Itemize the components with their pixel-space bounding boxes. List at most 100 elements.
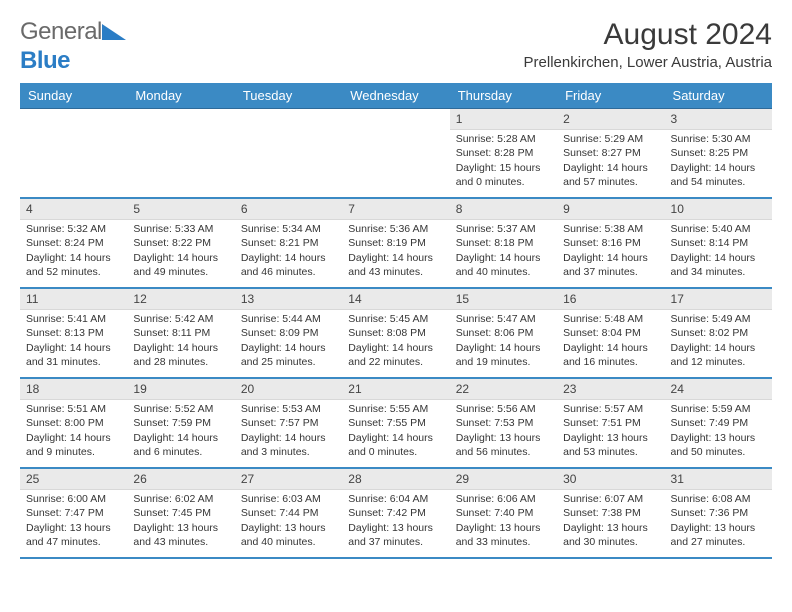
day-details: Sunrise: 5:40 AMSunset: 8:14 PMDaylight:…: [665, 220, 772, 283]
sunrise-text: Sunrise: 6:08 AM: [671, 492, 766, 506]
day-details: Sunrise: 6:07 AMSunset: 7:38 PMDaylight:…: [557, 490, 664, 553]
sunset-text: Sunset: 8:19 PM: [348, 236, 443, 250]
sunset-text: Sunset: 8:18 PM: [456, 236, 551, 250]
calendar-cell: 11Sunrise: 5:41 AMSunset: 8:13 PMDayligh…: [20, 289, 127, 377]
sunrise-text: Sunrise: 5:34 AM: [241, 222, 336, 236]
calendar-row: 1Sunrise: 5:28 AMSunset: 8:28 PMDaylight…: [20, 109, 772, 199]
day-details: Sunrise: 6:02 AMSunset: 7:45 PMDaylight:…: [127, 490, 234, 553]
daylight-line1: Daylight: 14 hours: [456, 251, 551, 265]
sunset-text: Sunset: 7:57 PM: [241, 416, 336, 430]
sunset-text: Sunset: 8:04 PM: [563, 326, 658, 340]
weekday-header-cell: Saturday: [665, 83, 772, 108]
daylight-line1: Daylight: 14 hours: [671, 251, 766, 265]
daylight-line1: Daylight: 14 hours: [26, 251, 121, 265]
calendar-cell: 17Sunrise: 5:49 AMSunset: 8:02 PMDayligh…: [665, 289, 772, 377]
calendar-cell: 27Sunrise: 6:03 AMSunset: 7:44 PMDayligh…: [235, 469, 342, 557]
sunset-text: Sunset: 8:28 PM: [456, 146, 551, 160]
daylight-line2: and 33 minutes.: [456, 535, 551, 549]
daylight-line1: Daylight: 14 hours: [133, 341, 228, 355]
month-title: August 2024: [524, 18, 772, 52]
calendar-cell: 21Sunrise: 5:55 AMSunset: 7:55 PMDayligh…: [342, 379, 449, 467]
calendar-cell: 8Sunrise: 5:37 AMSunset: 8:18 PMDaylight…: [450, 199, 557, 287]
day-number: 7: [342, 199, 449, 220]
daylight-line2: and 34 minutes.: [671, 265, 766, 279]
sunset-text: Sunset: 7:55 PM: [348, 416, 443, 430]
sunrise-text: Sunrise: 6:06 AM: [456, 492, 551, 506]
daylight-line2: and 43 minutes.: [133, 535, 228, 549]
day-details: Sunrise: 5:56 AMSunset: 7:53 PMDaylight:…: [450, 400, 557, 463]
sunrise-text: Sunrise: 5:40 AM: [671, 222, 766, 236]
sunrise-text: Sunrise: 5:41 AM: [26, 312, 121, 326]
sunrise-text: Sunrise: 5:38 AM: [563, 222, 658, 236]
calendar-cell: 15Sunrise: 5:47 AMSunset: 8:06 PMDayligh…: [450, 289, 557, 377]
day-details: Sunrise: 6:08 AMSunset: 7:36 PMDaylight:…: [665, 490, 772, 553]
sunset-text: Sunset: 8:00 PM: [26, 416, 121, 430]
sunset-text: Sunset: 7:44 PM: [241, 506, 336, 520]
day-number: 8: [450, 199, 557, 220]
daylight-line2: and 22 minutes.: [348, 355, 443, 369]
day-number: 3: [665, 109, 772, 130]
day-details: Sunrise: 5:28 AMSunset: 8:28 PMDaylight:…: [450, 130, 557, 193]
sunset-text: Sunset: 7:51 PM: [563, 416, 658, 430]
daylight-line1: Daylight: 13 hours: [348, 521, 443, 535]
daylight-line2: and 37 minutes.: [563, 265, 658, 279]
logo: General Blue: [20, 18, 126, 75]
sunrise-text: Sunrise: 5:30 AM: [671, 132, 766, 146]
day-details: Sunrise: 5:47 AMSunset: 8:06 PMDaylight:…: [450, 310, 557, 373]
calendar-cell: 5Sunrise: 5:33 AMSunset: 8:22 PMDaylight…: [127, 199, 234, 287]
daylight-line2: and 46 minutes.: [241, 265, 336, 279]
weekday-header-cell: Thursday: [450, 83, 557, 108]
calendar-cell: [342, 109, 449, 197]
daylight-line2: and 40 minutes.: [456, 265, 551, 279]
day-details: Sunrise: 6:00 AMSunset: 7:47 PMDaylight:…: [20, 490, 127, 553]
daylight-line2: and 25 minutes.: [241, 355, 336, 369]
daylight-line1: Daylight: 14 hours: [348, 341, 443, 355]
day-number: 31: [665, 469, 772, 490]
calendar-cell: 31Sunrise: 6:08 AMSunset: 7:36 PMDayligh…: [665, 469, 772, 557]
sunrise-text: Sunrise: 5:55 AM: [348, 402, 443, 416]
title-block: August 2024 Prellenkirchen, Lower Austri…: [524, 18, 772, 71]
sunset-text: Sunset: 8:25 PM: [671, 146, 766, 160]
day-number: 10: [665, 199, 772, 220]
day-number: 20: [235, 379, 342, 400]
sunrise-text: Sunrise: 5:28 AM: [456, 132, 551, 146]
day-number: 26: [127, 469, 234, 490]
calendar-cell: 29Sunrise: 6:06 AMSunset: 7:40 PMDayligh…: [450, 469, 557, 557]
day-details: Sunrise: 5:37 AMSunset: 8:18 PMDaylight:…: [450, 220, 557, 283]
day-number: [20, 109, 127, 129]
daylight-line2: and 0 minutes.: [456, 175, 551, 189]
sunset-text: Sunset: 8:11 PM: [133, 326, 228, 340]
day-number: 29: [450, 469, 557, 490]
day-details: Sunrise: 5:55 AMSunset: 7:55 PMDaylight:…: [342, 400, 449, 463]
sunset-text: Sunset: 8:27 PM: [563, 146, 658, 160]
logo-triangle-icon: [102, 19, 126, 47]
day-details: Sunrise: 6:06 AMSunset: 7:40 PMDaylight:…: [450, 490, 557, 553]
day-number: 30: [557, 469, 664, 490]
day-details: Sunrise: 5:45 AMSunset: 8:08 PMDaylight:…: [342, 310, 449, 373]
calendar-row: 4Sunrise: 5:32 AMSunset: 8:24 PMDaylight…: [20, 199, 772, 289]
day-details: Sunrise: 5:52 AMSunset: 7:59 PMDaylight:…: [127, 400, 234, 463]
sunrise-text: Sunrise: 5:49 AM: [671, 312, 766, 326]
daylight-line1: Daylight: 14 hours: [241, 251, 336, 265]
sunrise-text: Sunrise: 5:51 AM: [26, 402, 121, 416]
calendar-cell: 6Sunrise: 5:34 AMSunset: 8:21 PMDaylight…: [235, 199, 342, 287]
calendar-row: 18Sunrise: 5:51 AMSunset: 8:00 PMDayligh…: [20, 379, 772, 469]
daylight-line2: and 49 minutes.: [133, 265, 228, 279]
daylight-line1: Daylight: 13 hours: [241, 521, 336, 535]
sunset-text: Sunset: 7:59 PM: [133, 416, 228, 430]
day-details: Sunrise: 5:33 AMSunset: 8:22 PMDaylight:…: [127, 220, 234, 283]
day-number: 23: [557, 379, 664, 400]
sunrise-text: Sunrise: 5:57 AM: [563, 402, 658, 416]
calendar-cell: 4Sunrise: 5:32 AMSunset: 8:24 PMDaylight…: [20, 199, 127, 287]
weekday-header-cell: Friday: [557, 83, 664, 108]
sunrise-text: Sunrise: 6:02 AM: [133, 492, 228, 506]
daylight-line1: Daylight: 14 hours: [671, 341, 766, 355]
daylight-line1: Daylight: 13 hours: [671, 521, 766, 535]
day-details: Sunrise: 5:48 AMSunset: 8:04 PMDaylight:…: [557, 310, 664, 373]
calendar-row: 11Sunrise: 5:41 AMSunset: 8:13 PMDayligh…: [20, 289, 772, 379]
calendar-cell: 25Sunrise: 6:00 AMSunset: 7:47 PMDayligh…: [20, 469, 127, 557]
daylight-line2: and 31 minutes.: [26, 355, 121, 369]
calendar-cell: 18Sunrise: 5:51 AMSunset: 8:00 PMDayligh…: [20, 379, 127, 467]
logo-text-1: General: [20, 18, 102, 45]
weekday-header-cell: Monday: [127, 83, 234, 108]
